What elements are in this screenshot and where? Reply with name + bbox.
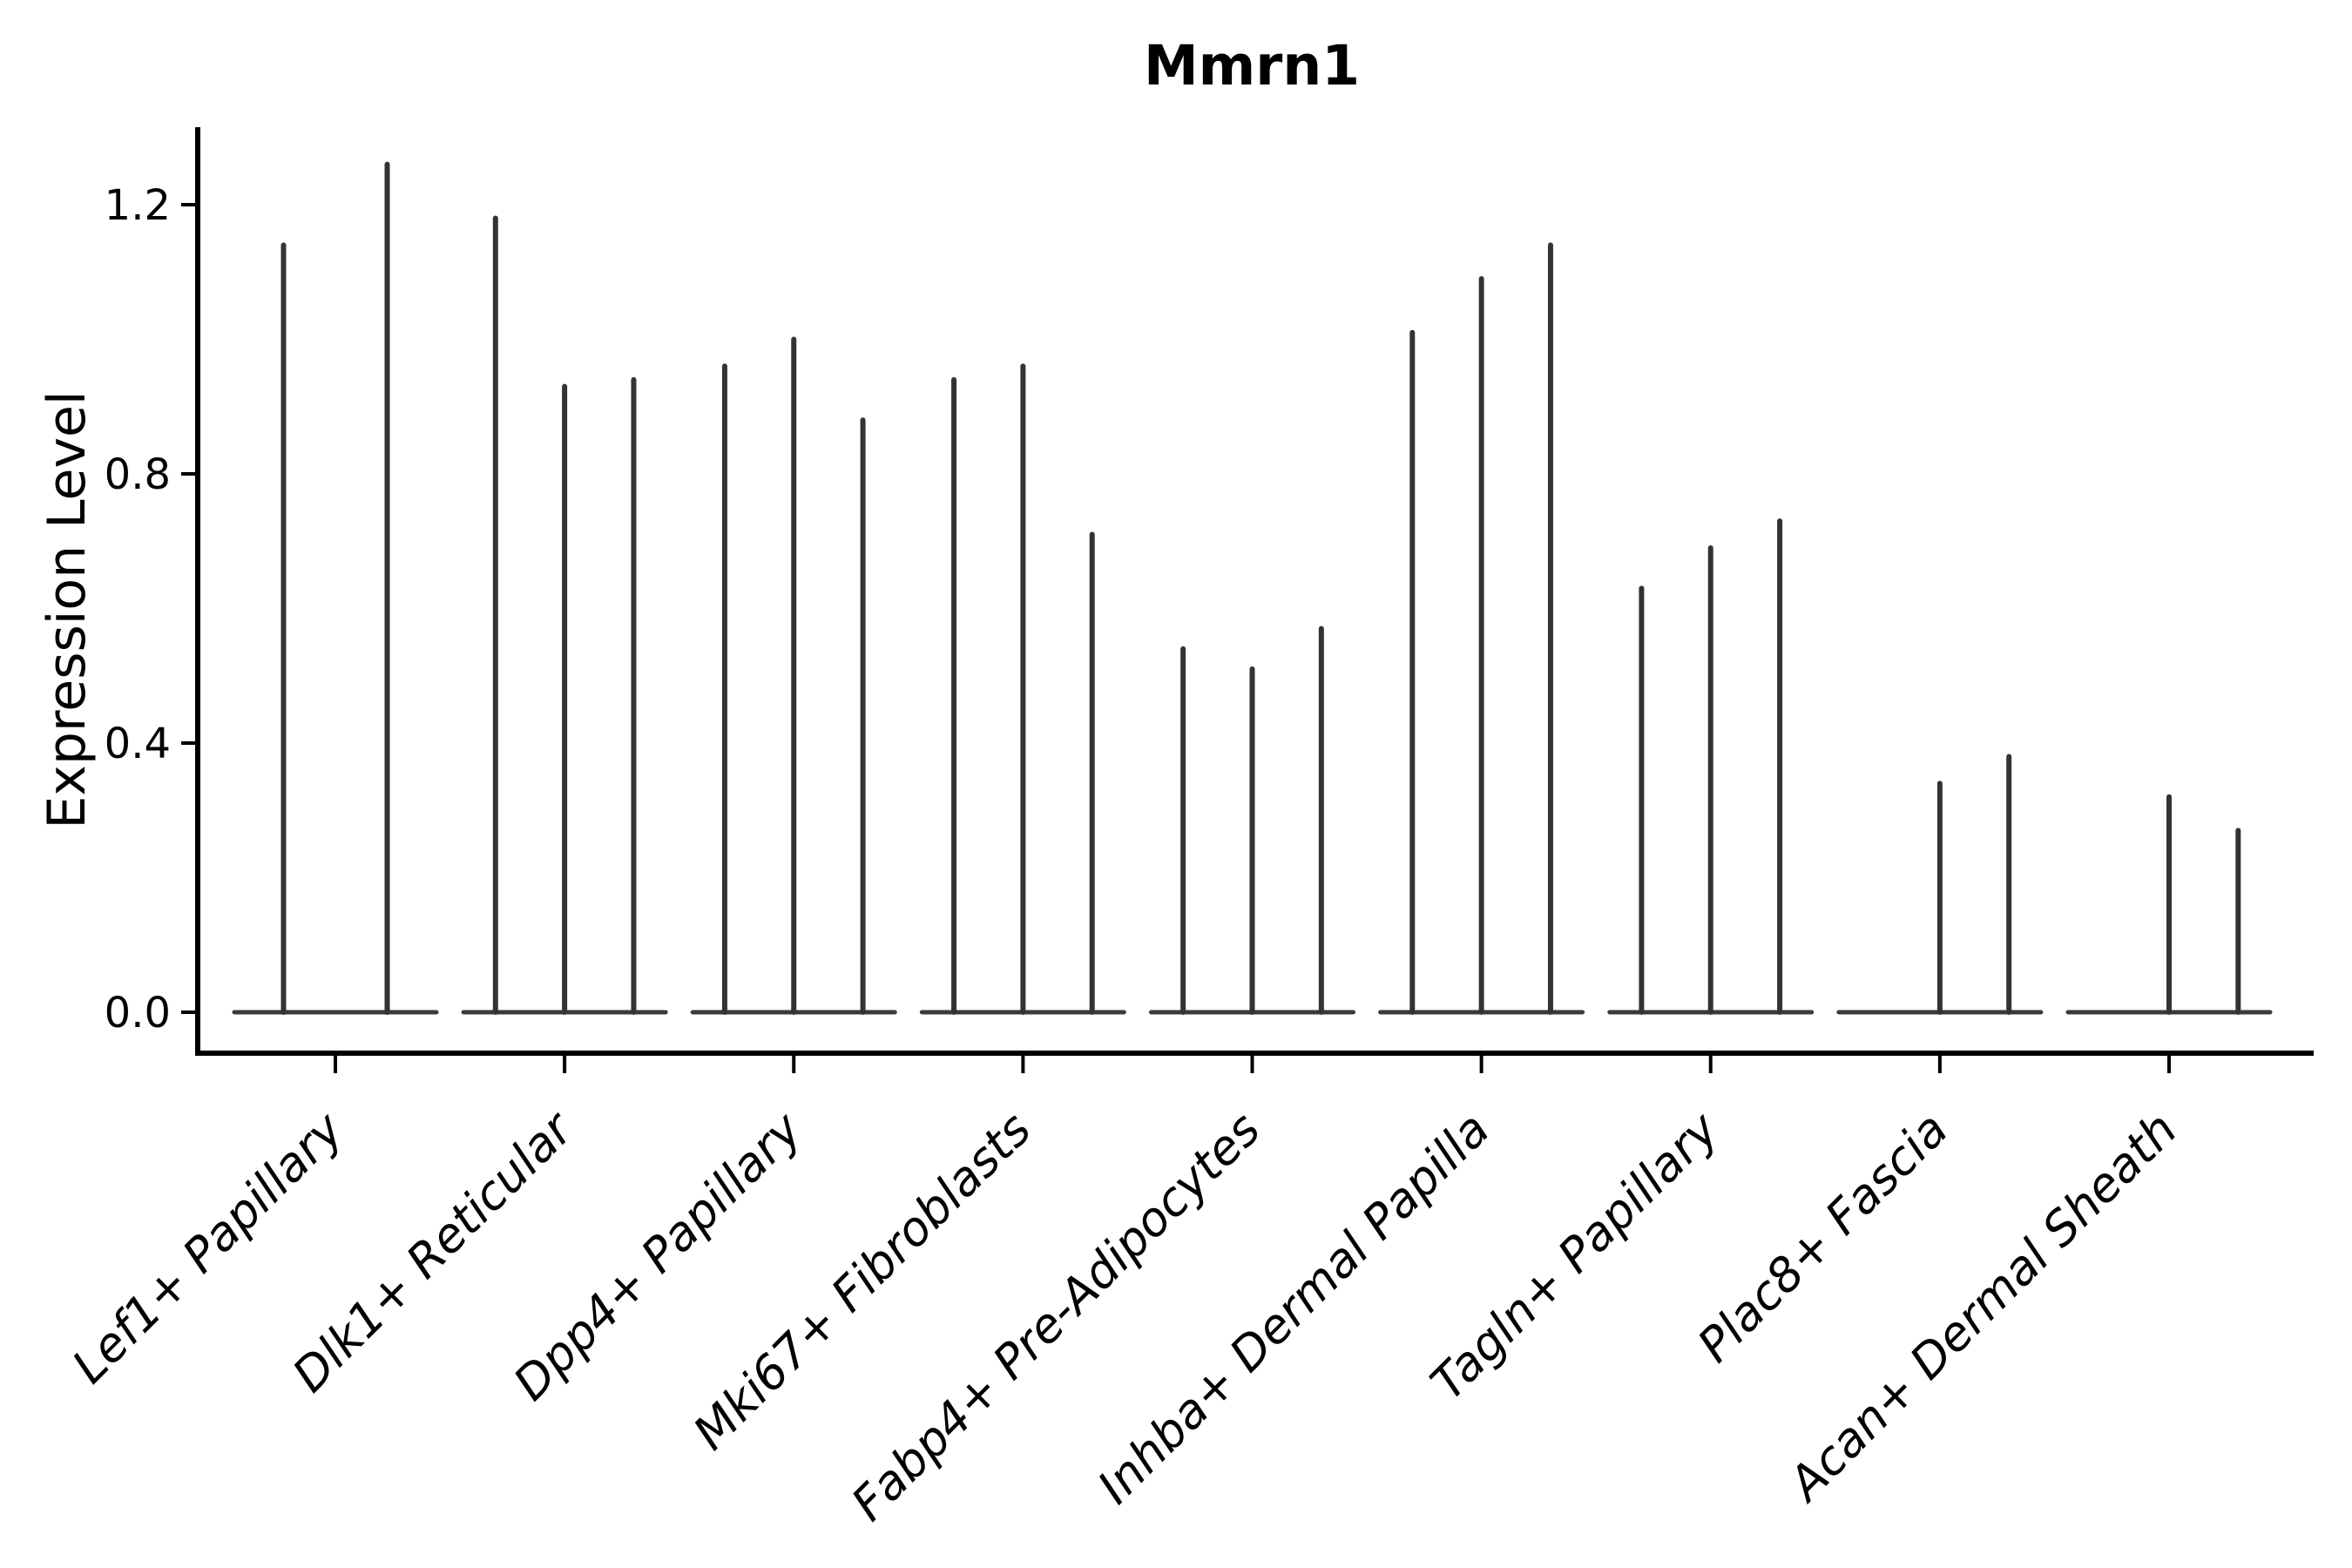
violin-group	[1836, 754, 2044, 1015]
x-tick-label: Inhba+ Dermal Papilla	[1087, 1102, 1500, 1515]
x-tick-label: Acan+ Dermal Sheath	[1776, 1102, 2187, 1513]
violin-group	[919, 363, 1126, 1015]
violin-group	[1607, 518, 1815, 1015]
y-axis-label: Expression Level	[37, 390, 98, 828]
violin-group	[461, 215, 668, 1015]
violins-layer	[232, 161, 2273, 1015]
violin-group	[232, 161, 439, 1015]
violin-group	[1378, 242, 1585, 1015]
violin-group	[1149, 625, 1355, 1015]
violin-group	[2065, 794, 2273, 1015]
y-tick-label: 0.0	[105, 989, 171, 1037]
x-tick-label: Fabp4+ Pre-Adipocytes	[841, 1102, 1270, 1531]
y-tick-label: 1.2	[105, 181, 171, 230]
violin-group	[690, 336, 897, 1015]
y-tick-label: 0.4	[105, 720, 171, 768]
plot-title: Mmrn1	[1144, 34, 1360, 98]
y-tick-label: 0.8	[105, 450, 171, 499]
